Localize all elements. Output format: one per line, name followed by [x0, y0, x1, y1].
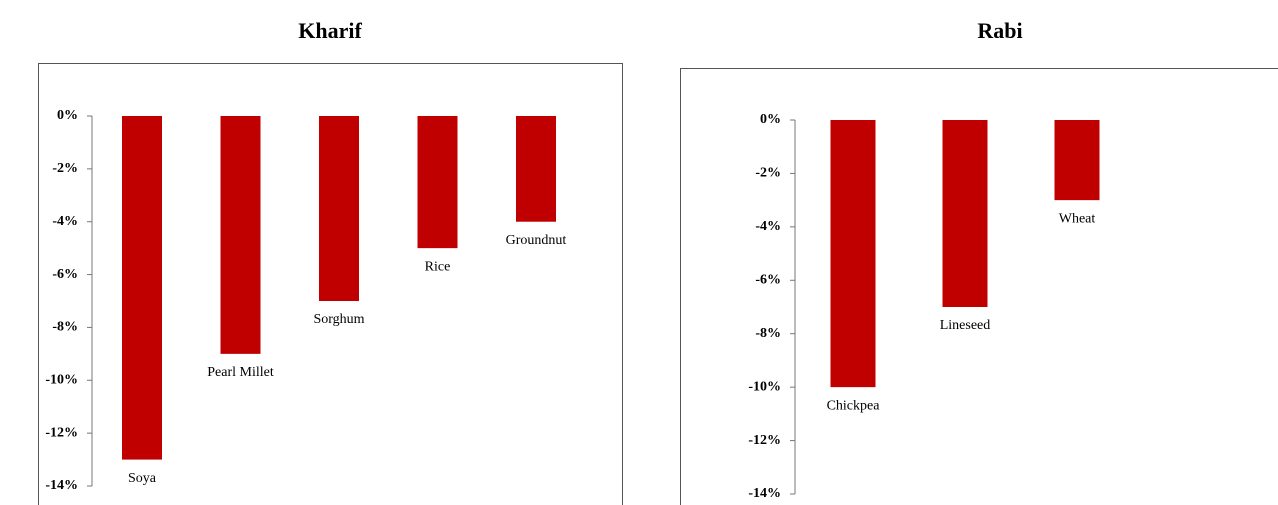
bar: [319, 116, 359, 301]
panel-frame: [38, 63, 623, 505]
y-tick-label: -2%: [52, 161, 78, 176]
y-tick-label: 0%: [57, 108, 78, 123]
y-tick-label: -6%: [52, 267, 78, 282]
bar-label: Pearl Millet: [207, 365, 274, 380]
bar-label: Rice: [425, 259, 451, 274]
bar: [830, 120, 876, 388]
y-tick-label: -10%: [748, 379, 781, 394]
chart-title: Kharif: [298, 18, 362, 43]
bar-label: Groundnut: [506, 233, 567, 248]
bar: [942, 120, 988, 307]
bar-label: Wheat: [1059, 211, 1096, 226]
bar: [122, 116, 162, 460]
y-tick-label: -2%: [755, 166, 781, 181]
y-tick-label: -12%: [748, 433, 781, 448]
bar: [220, 116, 261, 354]
bar: [1054, 120, 1100, 201]
y-tick-label: -10%: [45, 373, 78, 388]
y-tick-label: -8%: [52, 320, 78, 335]
y-tick-label: -8%: [755, 326, 781, 341]
bar-label: Chickpea: [827, 398, 881, 413]
bar-label: Soya: [128, 471, 157, 486]
panel-frame: [680, 68, 1278, 505]
y-tick-label: -6%: [755, 273, 781, 288]
y-tick-label: -14%: [748, 486, 781, 501]
y-tick-label: -12%: [45, 425, 78, 440]
bar-label: Lineseed: [940, 318, 991, 333]
y-tick-label: -4%: [755, 219, 781, 234]
y-tick-label: -4%: [52, 214, 78, 229]
chart-title: Rabi: [977, 18, 1022, 43]
y-tick-label: -14%: [45, 478, 78, 493]
bar-label: Sorghum: [313, 312, 364, 327]
y-tick-label: 0%: [760, 112, 781, 127]
bar: [516, 116, 556, 222]
bar: [417, 116, 458, 249]
